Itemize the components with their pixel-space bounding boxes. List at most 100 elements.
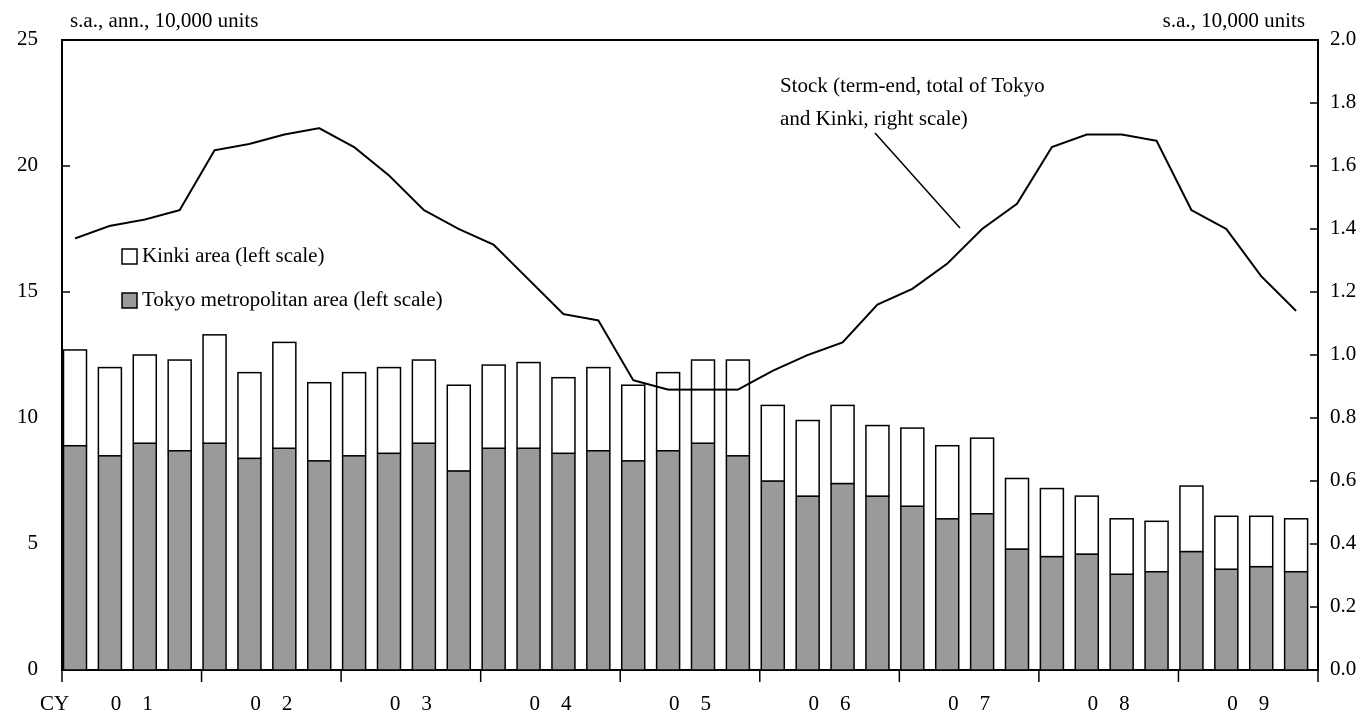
bar: [132, 442, 158, 671]
bar: [272, 447, 297, 671]
bar: [934, 518, 960, 671]
y-tick-label: 15: [17, 278, 38, 302]
y2-tick-label: 1.0: [1330, 341, 1356, 365]
y2-tick-label: 0.8: [1330, 404, 1356, 428]
bar: [237, 457, 262, 671]
bar: [1039, 555, 1065, 671]
bar: [1179, 550, 1204, 671]
x-tick-label: 0 6: [809, 691, 851, 715]
x-prefix: CY: [40, 691, 69, 715]
bar: [1248, 565, 1274, 671]
bar: [411, 442, 437, 671]
bar: [1248, 515, 1274, 568]
bar: [1144, 520, 1169, 573]
bar: [1214, 515, 1239, 570]
right-unit: s.a., 10,000 units: [1163, 8, 1305, 32]
bar: [551, 376, 576, 455]
bar: [830, 482, 855, 671]
y2-tick-label: 1.4: [1330, 215, 1357, 239]
bar: [1144, 570, 1169, 671]
bar: [620, 460, 646, 671]
y-tick-label: 0: [28, 656, 39, 680]
bar: [481, 364, 506, 449]
bar: [969, 513, 995, 671]
y-tick-label: 25: [17, 26, 38, 50]
bar: [341, 371, 367, 457]
bar: [586, 366, 611, 452]
x-tick-label: 0 8: [1088, 691, 1130, 715]
bar: [516, 447, 541, 671]
y2-tick-label: 0.4: [1330, 530, 1357, 554]
x-tick-label: 0 5: [669, 691, 711, 715]
y2-tick-label: 0.2: [1330, 593, 1356, 617]
bar: [865, 424, 890, 497]
bar: [97, 455, 123, 671]
bar: [237, 371, 262, 460]
x-tick-label: 0 3: [390, 691, 432, 715]
bar: [62, 349, 88, 447]
bar: [865, 495, 890, 671]
legend-swatch: [121, 248, 138, 265]
bar: [1214, 568, 1239, 671]
bar: [830, 404, 855, 485]
bar: [934, 444, 960, 520]
bar: [446, 384, 472, 472]
bar: [516, 361, 541, 449]
bar: [1109, 573, 1134, 671]
bar: [760, 404, 786, 482]
legend-label: Kinki area (left scale): [142, 243, 324, 267]
bar: [900, 505, 925, 671]
bar: [725, 359, 751, 457]
bar: [795, 419, 820, 497]
bar: [272, 341, 297, 449]
bar: [1283, 518, 1309, 573]
y-tick-label: 10: [17, 404, 38, 428]
legend-label: Tokyo metropolitan area (left scale): [142, 287, 443, 311]
bar: [1074, 495, 1100, 555]
x-tick-label: 0 9: [1227, 691, 1269, 715]
y-tick-label: 5: [28, 530, 39, 554]
bar: [1039, 487, 1065, 558]
bar: [481, 447, 506, 671]
y2-tick-label: 0.0: [1330, 656, 1356, 680]
bar: [1179, 485, 1204, 553]
bar: [376, 452, 402, 671]
bar: [306, 381, 332, 462]
bar: [1004, 548, 1030, 671]
y2-tick-label: 1.6: [1330, 152, 1356, 176]
bar: [1283, 570, 1309, 671]
bar: [1074, 553, 1100, 671]
bar: [202, 442, 227, 671]
bar: [655, 450, 681, 671]
bar: [725, 455, 751, 671]
left-unit: s.a., ann., 10,000 units: [70, 8, 258, 32]
x-tick-label: 0 4: [529, 691, 572, 715]
annotation-leader: [874, 132, 961, 229]
bar: [795, 495, 820, 671]
bar: [900, 427, 925, 507]
bar: [551, 452, 576, 671]
bar: [376, 366, 402, 455]
y-tick-label: 20: [17, 152, 38, 176]
bar: [306, 460, 332, 671]
annotation: Stock (term-end, total of Tokyo: [780, 73, 1045, 97]
bar: [167, 359, 192, 452]
x-tick-label: 0 2: [250, 691, 292, 715]
annotation: and Kinki, right scale): [780, 106, 968, 130]
bar: [446, 470, 472, 671]
bar: [411, 359, 437, 444]
bar: [760, 480, 786, 671]
bar: [690, 442, 716, 671]
bar: [62, 444, 88, 671]
x-tick-label: 0 7: [948, 691, 990, 715]
y2-tick-label: 2.0: [1330, 26, 1356, 50]
y2-tick-label: 1.8: [1330, 89, 1356, 113]
bar: [690, 359, 716, 444]
bar: [969, 437, 995, 515]
y2-tick-label: 1.2: [1330, 278, 1356, 302]
legend-swatch: [121, 292, 138, 309]
bar: [655, 371, 681, 452]
bar: [167, 450, 192, 671]
bar: [97, 366, 123, 457]
